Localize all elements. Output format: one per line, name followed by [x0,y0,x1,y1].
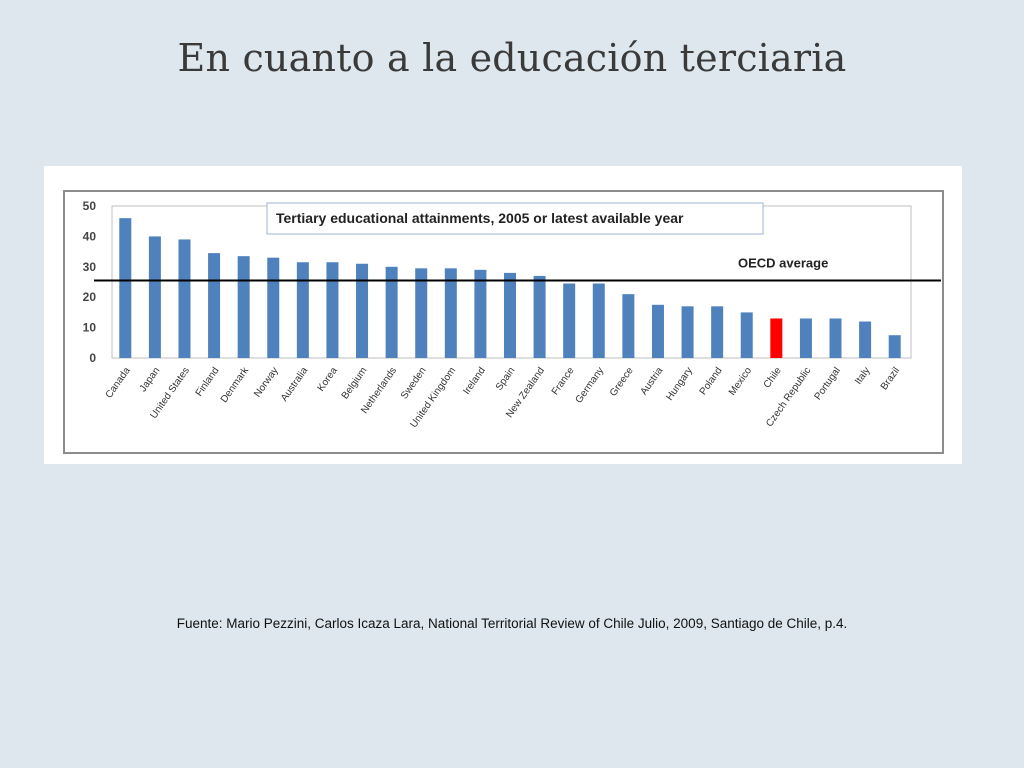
source-citation: Fuente: Mario Pezzini, Carlos Icaza Lara… [176,616,848,631]
bar [415,268,428,358]
bar [178,239,191,358]
chart-card: 0 10 20 30 40 50 Canada Japan United States Finla… [44,166,962,464]
bar [622,294,635,358]
bar [296,262,309,358]
y-tick-label: 30 [83,260,97,274]
bar-highlight [770,318,783,358]
bar [267,257,280,358]
y-tick-label: 10 [83,321,97,335]
oecd-average-label: OECD average [738,255,828,270]
bar [326,262,339,358]
y-tick-label: 40 [83,229,97,243]
bar [711,306,724,358]
bar [888,335,901,358]
bar [208,253,221,358]
chart-title: Tertiary educational attainments, 2005 o… [276,210,684,226]
bar [444,268,457,358]
bar [474,269,487,358]
chart-title-box [266,202,764,235]
bar [681,306,694,358]
bar [740,312,753,358]
bar [799,318,812,358]
bar [829,318,842,358]
bar [385,266,398,358]
bar [651,304,664,358]
bar [859,321,872,358]
y-tick-label: 20 [83,290,97,304]
y-tick-label: 50 [83,199,97,213]
y-tick-label: 0 [89,351,96,365]
bar [504,272,516,358]
bar [237,256,250,358]
bar [563,283,576,358]
bar [533,275,546,358]
bar [148,236,161,358]
bar [119,218,132,358]
bar [592,283,605,358]
slide-title: En cuanto a la educación terciaria [177,36,847,80]
bar [356,263,369,358]
